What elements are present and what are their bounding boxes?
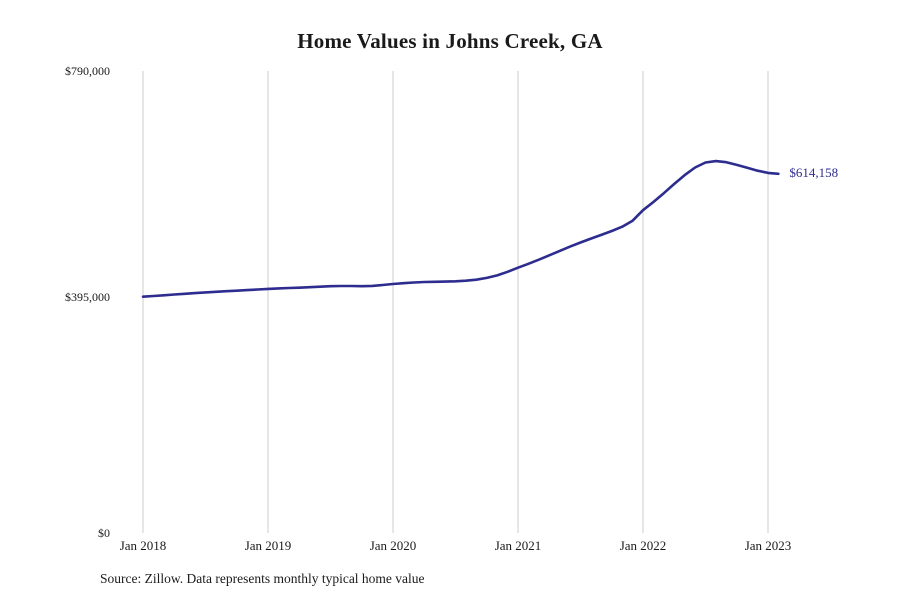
- y-axis-tick-label: $0: [98, 526, 110, 540]
- y-axis-tick-label: $790,000: [65, 64, 110, 78]
- x-axis-tick-label: Jan 2022: [619, 538, 667, 553]
- x-axis-tick-label: Jan 2021: [494, 538, 542, 553]
- x-axis-tick-label: Jan 2023: [744, 538, 792, 553]
- chart-title: Home Values in Johns Creek, GA: [297, 29, 603, 53]
- latest-value-label: $614,158: [789, 164, 839, 180]
- source-note: Source: Zillow. Data represents monthly …: [100, 571, 425, 586]
- x-axis-tick-label: Jan 2018: [119, 538, 167, 553]
- x-axis-tick-label: Jan 2019: [244, 538, 292, 553]
- y-axis-tick-label: $395,000: [65, 290, 110, 304]
- x-axis-tick-label: Jan 2020: [369, 538, 417, 553]
